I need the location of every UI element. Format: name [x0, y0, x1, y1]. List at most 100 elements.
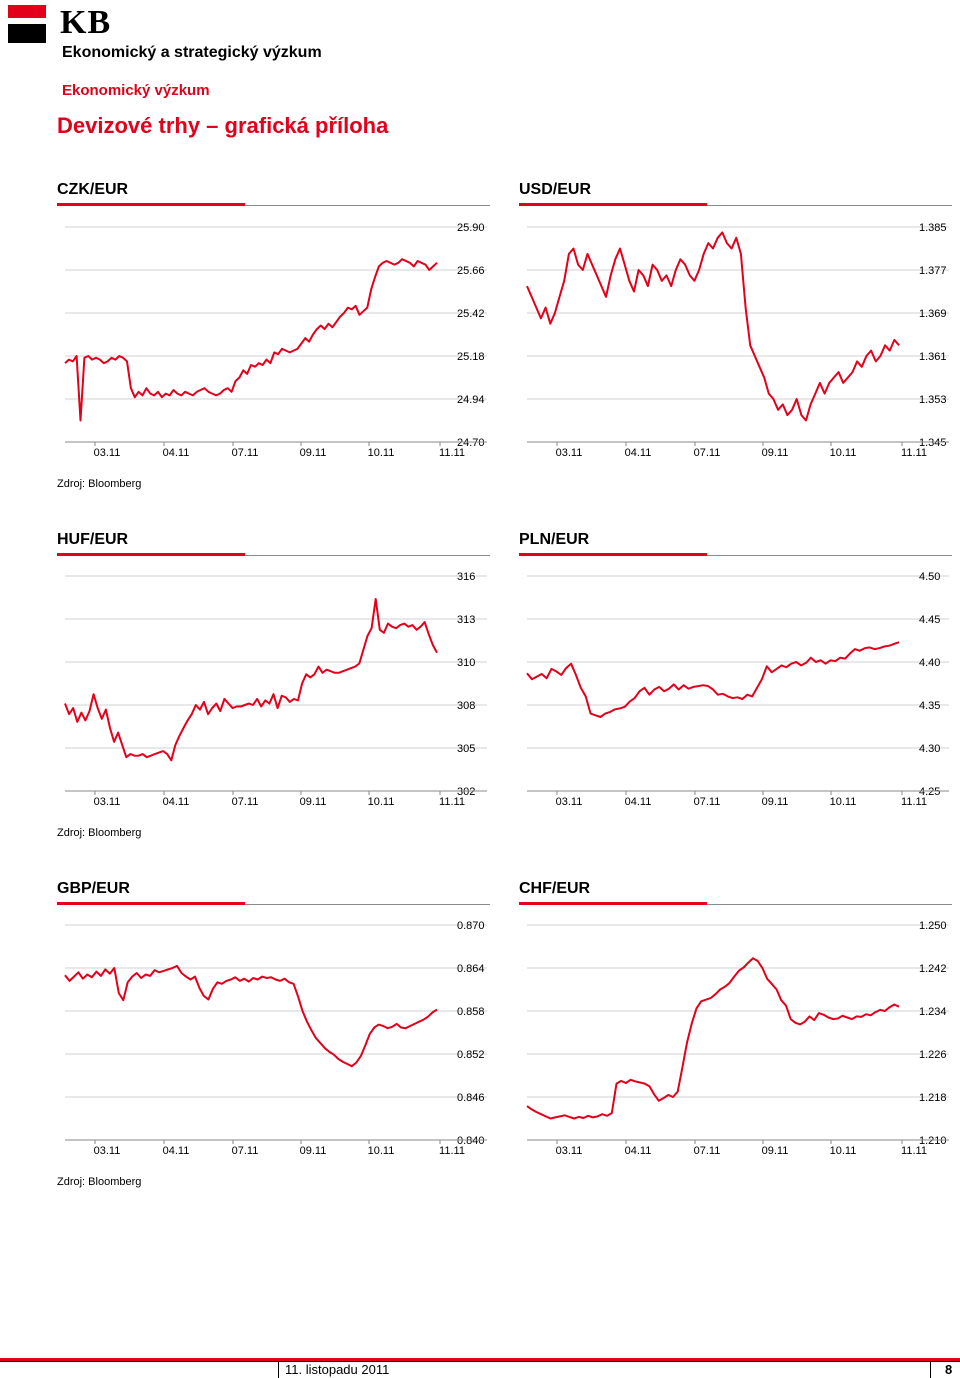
x-tick-label: 07.11	[232, 796, 259, 808]
series-line	[526, 957, 900, 1120]
title-rule	[707, 205, 952, 206]
chart-title-gbp: GBP/EUR	[57, 880, 130, 897]
title-underline	[519, 902, 707, 905]
x-tick-label: 07.11	[232, 1145, 259, 1157]
x-tick-label: 11.11	[901, 1145, 927, 1157]
series-line	[64, 258, 438, 422]
title-underline	[57, 553, 245, 556]
y-tick-label: 0.858	[457, 1006, 485, 1018]
x-tick-label: 04.11	[163, 1145, 190, 1157]
y-tick-label: 25.42	[457, 308, 485, 320]
y-tick-label: 4.30	[919, 743, 940, 755]
y-tick-label: 316	[457, 571, 475, 583]
y-tick-label: 4.40	[919, 657, 940, 669]
series-line	[64, 598, 438, 762]
x-tick-label: 09.11	[762, 447, 789, 459]
y-tick-label: 0.840	[457, 1135, 485, 1147]
source-label: Zdroj: Bloomberg	[57, 1176, 142, 1188]
chart-pln: 4.50 4.45 4.40 4.35 4.30 4.25 03.11 04.11 07.11 0…	[526, 571, 949, 808]
title-underline	[57, 203, 245, 206]
y-tick-label: 25.66	[457, 265, 485, 277]
y-tick-label: 305	[457, 743, 475, 755]
title-rule	[707, 555, 952, 556]
logo-text: KB	[60, 4, 112, 41]
x-tick-label: 10.11	[368, 447, 395, 459]
x-tick-label: 09.11	[300, 796, 327, 808]
y-tick-label: 0.870	[457, 920, 485, 932]
title-rule	[245, 555, 490, 556]
page-title: Devizové trhy – grafická příloha	[57, 113, 389, 138]
y-tick-label: 0.864	[457, 963, 485, 975]
x-tick-label: 09.11	[300, 1145, 327, 1157]
x-tick-label: 07.11	[694, 447, 721, 459]
y-tick-label: 25.90	[457, 222, 485, 234]
x-tick-label: 09.11	[762, 796, 789, 808]
x-tick-label: 03.11	[556, 447, 583, 459]
y-tick-label: 4.35	[919, 700, 940, 712]
x-tick-label: 09.11	[300, 447, 327, 459]
y-tick-label: 302	[457, 786, 475, 798]
x-tick-label: 10.11	[830, 1145, 857, 1157]
x-tick-label: 11.11	[901, 447, 927, 459]
y-tick-label: 24.70	[457, 437, 485, 449]
y-tick-label: 1.210	[919, 1135, 947, 1147]
x-tick-label: 07.11	[232, 447, 259, 459]
y-tick-label: 1.234	[919, 1006, 947, 1018]
footer-separator	[278, 1361, 279, 1378]
x-tick-label: 04.11	[625, 447, 652, 459]
x-tick-label: 04.11	[163, 796, 190, 808]
y-tick-label: 4.45	[919, 614, 940, 626]
series-line	[526, 641, 900, 718]
x-tick-label: 07.11	[694, 796, 721, 808]
x-tick-label: 11.11	[901, 796, 927, 808]
x-tick-label: 04.11	[163, 447, 190, 459]
x-tick-label: 04.11	[625, 796, 652, 808]
x-tick-label: 07.11	[694, 1145, 721, 1157]
y-tick-label: 313	[457, 614, 475, 626]
chart-title-pln: PLN/EUR	[519, 531, 590, 548]
x-tick-label: 03.11	[556, 796, 583, 808]
title-underline	[57, 902, 245, 905]
y-tick-label: 4.50	[919, 571, 940, 583]
y-tick-label: 1.385	[919, 222, 947, 234]
x-tick-label: 03.11	[94, 1145, 121, 1157]
x-tick-label: 11.11	[439, 1145, 465, 1157]
footer-rule-thin	[0, 1361, 960, 1362]
footer-date: 11. listopadu 2011	[285, 1362, 390, 1377]
x-tick-label: 03.11	[94, 447, 121, 459]
y-tick-label: 1.369	[919, 308, 947, 320]
y-tick-label: 0.852	[457, 1049, 485, 1061]
chart-czk: 25.90 25.66 25.42 25.18 24.94 24.70 03.11 04.11…	[64, 222, 487, 459]
y-tick-label: 1.218	[919, 1092, 947, 1104]
x-tick-label: 10.11	[368, 1145, 395, 1157]
x-tick-label: 10.11	[830, 796, 857, 808]
y-tick-label: 1.242	[919, 963, 947, 975]
footer-separator	[930, 1361, 931, 1378]
page-number: 8	[945, 1362, 953, 1377]
chart-title-chf: CHF/EUR	[519, 880, 591, 897]
x-tick-label: 09.11	[762, 1145, 789, 1157]
title-underline	[519, 553, 707, 556]
title-underline	[519, 203, 707, 206]
y-tick-label: 1.226	[919, 1049, 947, 1061]
chart-chf: 1.250 1.242 1.234 1.226 1.218 1.210 03.11 04.11…	[526, 920, 949, 1157]
y-tick-label: 24.94	[457, 394, 485, 406]
x-tick-label: 10.11	[368, 796, 395, 808]
chart-title-huf: HUF/EUR	[57, 531, 129, 548]
source-label: Zdroj: Bloomberg	[57, 478, 142, 490]
title-rule	[245, 205, 490, 206]
x-tick-label: 03.11	[94, 796, 121, 808]
y-tick-label: 1.345	[919, 437, 947, 449]
subdepartment-name: Ekonomický výzkum	[62, 82, 210, 99]
source-label: Zdroj: Bloomberg	[57, 827, 142, 839]
x-tick-label: 04.11	[625, 1145, 652, 1157]
y-tick-label: 310	[457, 657, 475, 669]
y-tick-label: 1.250	[919, 920, 947, 932]
series-line	[64, 964, 438, 1068]
y-tick-label: 1.353	[919, 394, 947, 406]
chart-title-usd: USD/EUR	[519, 181, 592, 198]
y-tick-label: 1.377	[919, 265, 947, 277]
footer-rule	[0, 1358, 960, 1361]
y-tick-label: 4.25	[919, 786, 940, 798]
department-name: Ekonomický a strategický výzkum	[62, 44, 322, 61]
